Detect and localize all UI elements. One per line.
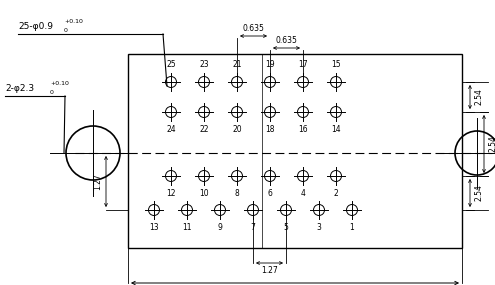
Text: 1: 1 <box>349 223 354 232</box>
Text: 2.54: 2.54 <box>475 89 484 105</box>
Text: 22: 22 <box>199 125 209 134</box>
Text: 14: 14 <box>331 125 341 134</box>
Text: 25-φ0.9: 25-φ0.9 <box>18 22 53 31</box>
Text: 3: 3 <box>317 223 321 232</box>
Text: 0: 0 <box>64 28 68 33</box>
Text: 4: 4 <box>300 189 305 198</box>
Text: 11: 11 <box>182 223 192 232</box>
Text: 2-φ2.3: 2-φ2.3 <box>5 84 34 93</box>
Text: 13: 13 <box>149 223 159 232</box>
Text: 9: 9 <box>218 223 222 232</box>
Text: 2.54: 2.54 <box>489 136 495 152</box>
Text: 1.27: 1.27 <box>93 173 102 190</box>
Text: +0.10: +0.10 <box>50 81 69 86</box>
Bar <box>128 54 462 248</box>
Text: 6: 6 <box>268 189 272 198</box>
Text: 16: 16 <box>298 125 308 134</box>
Text: 21: 21 <box>232 60 242 69</box>
Text: 7: 7 <box>250 223 255 232</box>
Text: 24: 24 <box>166 125 176 134</box>
Text: 20: 20 <box>232 125 242 134</box>
Text: 5: 5 <box>284 223 289 232</box>
Text: 0: 0 <box>50 90 54 95</box>
Text: 12: 12 <box>166 189 176 198</box>
Text: 8: 8 <box>235 189 240 198</box>
Text: 15: 15 <box>331 60 341 69</box>
Text: 1.27: 1.27 <box>261 266 278 275</box>
Text: 0.635: 0.635 <box>243 24 264 33</box>
Text: 2: 2 <box>334 189 339 198</box>
Text: 23: 23 <box>199 60 209 69</box>
Text: 19: 19 <box>265 60 275 69</box>
Text: 17: 17 <box>298 60 308 69</box>
Text: 10: 10 <box>199 189 209 198</box>
Text: +0.10: +0.10 <box>64 19 83 24</box>
Text: 18: 18 <box>265 125 275 134</box>
Text: 0.635: 0.635 <box>276 36 297 45</box>
Text: 2.54: 2.54 <box>475 185 484 201</box>
Text: 25: 25 <box>166 60 176 69</box>
